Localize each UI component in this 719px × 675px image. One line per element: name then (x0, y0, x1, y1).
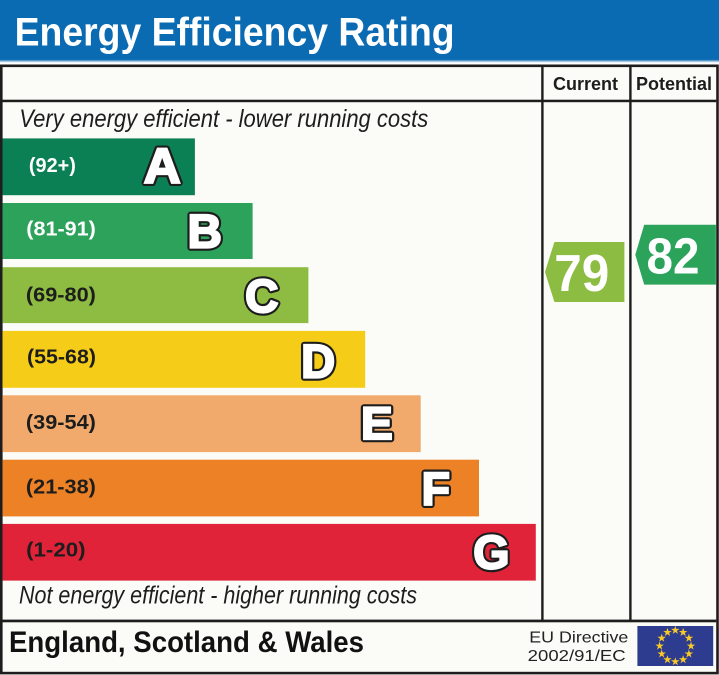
svg-text:(1-20): (1-20) (26, 539, 86, 562)
svg-text:Potential: Potential (636, 74, 712, 94)
svg-text:G: G (473, 526, 509, 579)
svg-text:Not energy efficient - higher: Not energy efficient - higher running co… (19, 582, 417, 610)
svg-text:2002/91/EC: 2002/91/EC (528, 648, 626, 665)
svg-text:(92+): (92+) (29, 154, 76, 177)
svg-text:E: E (361, 398, 393, 449)
svg-text:F: F (422, 463, 450, 515)
svg-text:D: D (301, 336, 335, 388)
svg-text:(69-80): (69-80) (26, 284, 96, 307)
svg-text:(55-68): (55-68) (27, 346, 96, 369)
svg-text:A: A (144, 140, 181, 194)
svg-text:G: G (473, 526, 509, 579)
svg-text:B: B (188, 206, 222, 259)
svg-text:England, Scotland & Wales: England, Scotland & Wales (9, 626, 364, 659)
svg-text:Very energy efficient - lower: Very energy efficient - lower running co… (19, 105, 428, 133)
svg-text:C: C (245, 270, 278, 322)
svg-text:(21-38): (21-38) (26, 476, 96, 499)
svg-text:82: 82 (647, 228, 700, 285)
svg-text:B: B (188, 206, 222, 259)
svg-text:(81-91): (81-91) (26, 217, 96, 240)
svg-text:F: F (422, 463, 450, 515)
svg-text:(39-54): (39-54) (26, 411, 96, 434)
svg-text:A: A (144, 140, 181, 194)
svg-text:Energy Efficiency Rating: Energy Efficiency Rating (15, 10, 455, 54)
svg-text:E: E (361, 398, 393, 449)
svg-text:D: D (301, 336, 335, 388)
svg-text:EU Directive: EU Directive (529, 629, 628, 646)
svg-text:C: C (245, 270, 278, 322)
svg-text:Current: Current (553, 74, 618, 94)
svg-text:79: 79 (554, 245, 609, 303)
